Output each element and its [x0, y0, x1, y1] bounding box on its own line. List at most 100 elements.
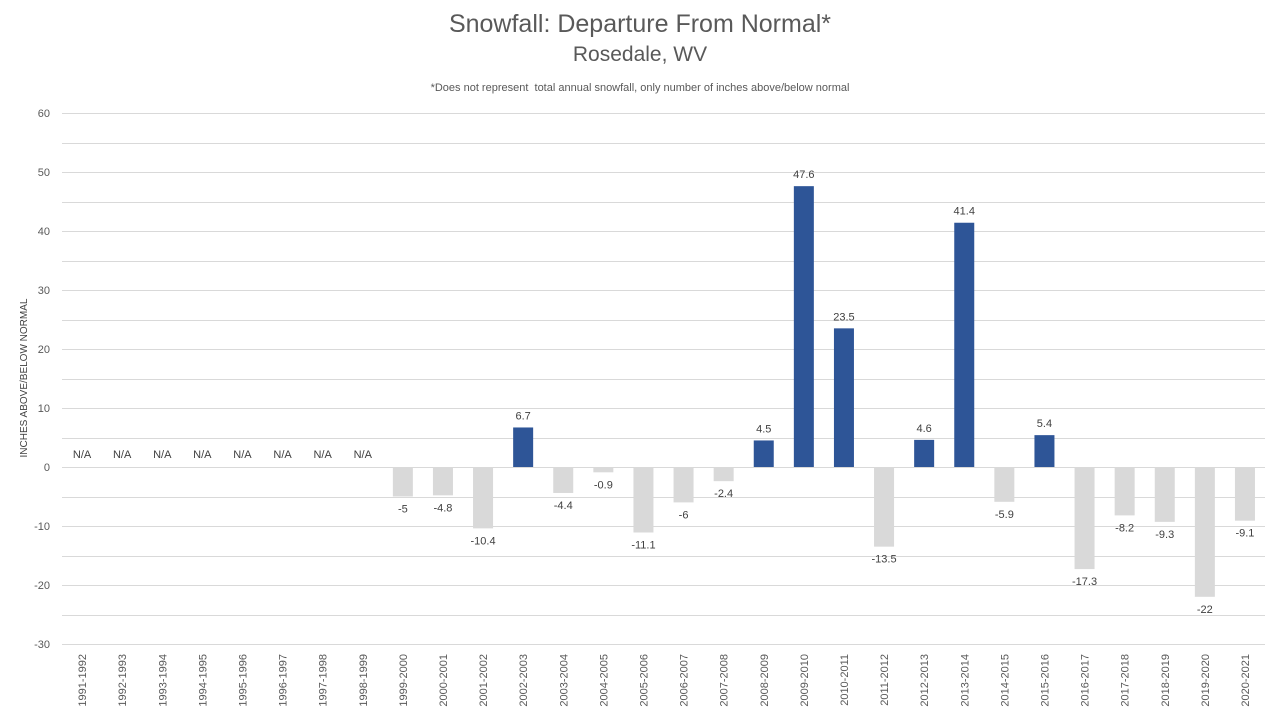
bar — [432, 467, 453, 496]
data-label: -2.4 — [714, 488, 733, 500]
data-label: 23.5 — [833, 311, 854, 323]
data-label: -10.4 — [471, 535, 496, 547]
x-tick-label: 1991-1992 — [77, 654, 89, 707]
data-label: -5 — [398, 504, 408, 516]
data-label: -9.3 — [1155, 529, 1174, 541]
chart-subtitle: Rosedale, WV — [572, 43, 708, 66]
x-tick-label: 2016-2017 — [1080, 654, 1092, 707]
x-tick-label: 2002-2003 — [518, 654, 530, 707]
x-tick-label: 2013-2014 — [959, 654, 971, 707]
x-tick-label: 2010-2011 — [839, 654, 851, 706]
bar — [833, 328, 854, 467]
x-tick-label: 2017-2018 — [1120, 654, 1132, 707]
bar — [1194, 467, 1215, 597]
data-label: N/A — [313, 449, 332, 461]
data-label: N/A — [113, 449, 132, 461]
x-tick-label: 2015-2016 — [1039, 654, 1051, 707]
x-tick-label: 1996-1997 — [278, 654, 290, 707]
data-label: -9.1 — [1235, 528, 1254, 540]
bar — [874, 467, 895, 547]
x-tick-label: 1997-1998 — [318, 654, 330, 707]
gridlines — [62, 113, 1265, 645]
data-label: -13.5 — [872, 554, 897, 566]
y-tick-label: -30 — [34, 639, 50, 651]
y-axis-label: INCHES ABOVE/BELOW NORMAL — [19, 298, 30, 457]
x-tick-label: 2006-2007 — [679, 654, 691, 707]
y-tick-label: -10 — [34, 521, 50, 533]
x-axis-ticks: 1991-1992 1992-1993 1993-1994 1994-1995 1995… — [77, 654, 1252, 707]
data-label: -17.3 — [1072, 576, 1097, 588]
x-tick-label: 2020-2021 — [1240, 654, 1252, 707]
data-label: N/A — [273, 449, 292, 461]
data-label: N/A — [73, 449, 92, 461]
x-tick-label: 2004-2005 — [598, 654, 610, 707]
data-label: 5.4 — [1037, 418, 1052, 430]
bar — [954, 222, 975, 467]
data-label: N/A — [354, 449, 373, 461]
x-tick-label: 2012-2013 — [919, 654, 931, 707]
bar — [473, 467, 494, 529]
data-label: -4.8 — [433, 502, 452, 514]
data-label: -4.4 — [554, 500, 573, 512]
x-tick-label: 1993-1994 — [157, 654, 169, 707]
data-label: -8.2 — [1115, 522, 1134, 534]
bar — [633, 467, 654, 533]
y-axis-ticks: 60 50 40 30 20 10 0 -10 -20 -30 — [34, 108, 50, 651]
bar — [513, 427, 534, 467]
bar — [713, 467, 734, 482]
bar — [914, 439, 935, 467]
x-tick-label: 2000-2001 — [438, 654, 450, 707]
data-label: N/A — [193, 449, 212, 461]
x-tick-label: 2008-2009 — [759, 654, 771, 707]
bars — [392, 186, 1255, 597]
bar — [753, 440, 774, 467]
y-tick-label: 40 — [38, 226, 50, 238]
x-tick-label: 1994-1995 — [197, 654, 209, 707]
x-tick-label: 2007-2008 — [719, 654, 731, 707]
data-label: -6 — [679, 509, 689, 521]
chart-title: Snowfall: Departure From Normal* — [448, 10, 832, 38]
data-label: 4.6 — [917, 423, 932, 435]
y-tick-label: 0 — [44, 462, 50, 474]
x-tick-label: 2001-2002 — [478, 654, 490, 707]
x-tick-label: 2009-2010 — [799, 654, 811, 707]
data-label: -5.9 — [995, 509, 1014, 521]
x-tick-label: 2005-2006 — [638, 654, 650, 707]
data-label: N/A — [233, 449, 252, 461]
y-tick-label: 20 — [38, 344, 50, 356]
y-tick-label: -20 — [34, 580, 50, 592]
bar — [1074, 467, 1095, 570]
bar — [1114, 467, 1135, 516]
x-tick-label: 1998-1999 — [358, 654, 370, 707]
y-tick-label: 60 — [38, 108, 50, 120]
x-tick-label: 1999-2000 — [398, 654, 410, 707]
data-label: N/A — [153, 449, 172, 461]
x-tick-label: 1992-1993 — [117, 654, 129, 707]
x-tick-label: 2014-2015 — [999, 654, 1011, 707]
bar — [392, 467, 413, 497]
data-label: 6.7 — [516, 410, 531, 422]
data-label: -0.9 — [594, 479, 613, 491]
bar — [1154, 467, 1175, 522]
bar — [1034, 435, 1055, 467]
bar — [1234, 467, 1255, 521]
data-label: 47.6 — [793, 169, 814, 181]
data-label: -22 — [1197, 604, 1213, 616]
y-tick-label: 30 — [38, 285, 50, 297]
bar — [553, 467, 574, 493]
data-label: 4.5 — [756, 423, 771, 435]
bar — [793, 186, 814, 467]
x-tick-label: 2011-2012 — [879, 654, 891, 706]
bar — [593, 467, 614, 473]
y-tick-label: 50 — [38, 167, 50, 179]
bar — [673, 467, 694, 503]
data-label: -11.1 — [631, 539, 655, 551]
x-tick-label: 2003-2004 — [558, 654, 570, 707]
data-label: 41.4 — [954, 206, 975, 218]
x-tick-label: 1995-1996 — [237, 654, 249, 707]
chart-note: *Does not represent total annual snowfal… — [430, 82, 850, 94]
data-labels: N/A N/A N/A N/A N/A N/A N/A N/A -5 -4.8 -10.4 6.7 -4… — [73, 169, 1255, 616]
x-tick-label: 2019-2020 — [1200, 654, 1212, 707]
bar — [994, 467, 1015, 502]
